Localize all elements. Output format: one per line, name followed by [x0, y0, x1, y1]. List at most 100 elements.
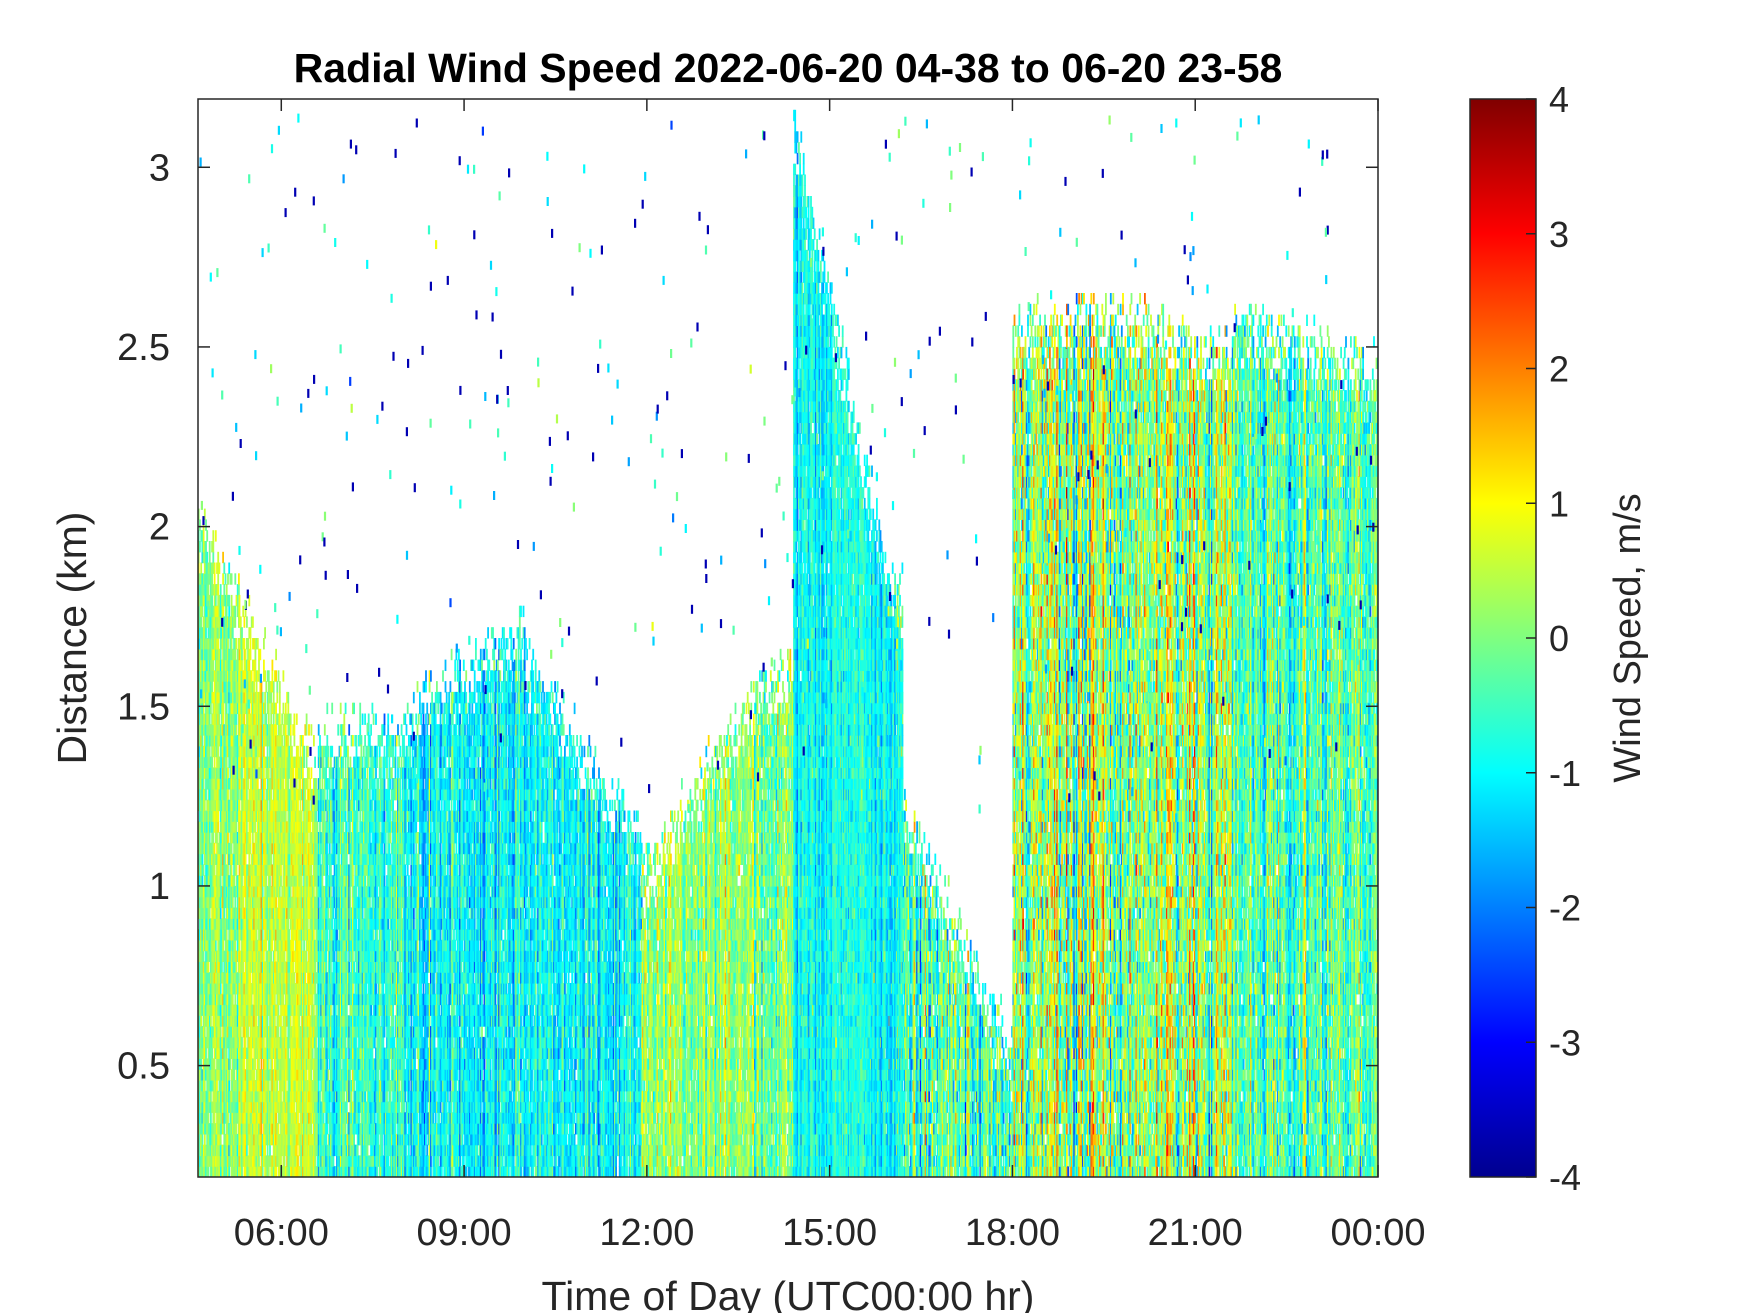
heatmap-cell — [211, 573, 213, 584]
heatmap-cell — [241, 627, 243, 638]
heatmap-cell — [239, 595, 241, 606]
heatmap-cell — [209, 714, 211, 725]
heatmap-cell — [216, 1080, 218, 1091]
heatmap-cell — [208, 1166, 210, 1177]
heatmap-cell — [199, 541, 201, 552]
heatmap-cell — [212, 660, 214, 671]
heatmap-cell — [264, 692, 266, 703]
heatmap-cell — [226, 584, 228, 595]
heatmap-cell — [236, 821, 238, 832]
heatmap-cell — [209, 832, 211, 843]
heatmap-cell — [250, 832, 252, 843]
heatmap-cell — [244, 714, 246, 725]
heatmap-cell — [248, 660, 250, 671]
heatmap-cell — [227, 767, 229, 778]
heatmap-cell — [261, 1058, 263, 1069]
heatmap-cell — [220, 1134, 222, 1145]
heatmap-cell — [234, 616, 236, 627]
heatmap-cell — [255, 660, 257, 671]
heatmap-cell — [230, 1058, 232, 1069]
heatmap-cell — [240, 1026, 242, 1037]
heatmap-cell — [202, 875, 204, 886]
heatmap-cell — [215, 940, 217, 951]
heatmap-cell — [223, 563, 225, 574]
heatmap-cell — [220, 983, 222, 994]
heatmap-cell — [258, 1058, 260, 1069]
heatmap-cell — [211, 1048, 213, 1059]
heatmap-cell — [250, 627, 252, 638]
heatmap-cell — [255, 821, 257, 832]
heatmap-cell — [220, 649, 222, 660]
heatmap-cell — [236, 638, 238, 649]
heatmap-cell — [250, 843, 252, 854]
heatmap-cell — [241, 875, 243, 886]
heatmap-cell — [226, 606, 228, 617]
heatmap-cell — [244, 638, 246, 649]
heatmap-cell — [228, 1069, 230, 1080]
heatmap-cell — [258, 670, 260, 681]
heatmap-cell — [202, 735, 204, 746]
heatmap-cell — [232, 897, 234, 908]
heatmap-cell — [263, 789, 265, 800]
heatmap-cell — [263, 660, 265, 671]
heatmap-cell — [234, 649, 236, 660]
heatmap-cell — [239, 940, 241, 951]
heatmap-cell — [234, 994, 236, 1005]
heatmap-cell — [203, 703, 205, 714]
heatmap-cell — [212, 832, 214, 843]
heatmap-cell — [262, 714, 264, 725]
heatmap-cell — [263, 638, 265, 649]
heatmap-cell — [234, 606, 236, 617]
heatmap-cell — [212, 541, 214, 552]
heatmap-cell — [234, 940, 236, 951]
heatmap-cell — [231, 573, 233, 584]
heatmap-cell — [214, 864, 216, 875]
heatmap-cell — [246, 616, 248, 627]
heatmap-cell — [205, 627, 207, 638]
heatmap-cell — [257, 638, 259, 649]
heatmap-cell — [226, 929, 228, 940]
heatmap-cell — [200, 616, 202, 627]
heatmap-cell — [209, 746, 211, 757]
heatmap-cell — [237, 595, 239, 606]
heatmap-cell — [262, 1166, 264, 1177]
heatmap-cell — [263, 1037, 265, 1048]
heatmap-cell — [255, 649, 257, 660]
heatmap-cell — [247, 638, 249, 649]
heatmap-cell — [262, 929, 264, 940]
heatmap-cell — [228, 1080, 230, 1091]
heatmap-cell — [220, 908, 222, 919]
heatmap-cell — [264, 1145, 266, 1156]
heatmap-cell — [259, 649, 261, 660]
heatmap-cell — [233, 1069, 235, 1080]
heatmap-cell — [258, 660, 260, 671]
heatmap-cell — [232, 627, 234, 638]
heatmap-cell — [211, 595, 213, 606]
heatmap-cell — [217, 552, 219, 563]
heatmap-cell — [257, 778, 259, 789]
heatmap-cell — [261, 1123, 263, 1134]
heatmap-cell — [252, 832, 254, 843]
heatmap-cell — [212, 552, 214, 563]
heatmap-cell — [211, 681, 213, 692]
heatmap-cell — [264, 627, 266, 638]
heatmap-cell — [251, 994, 253, 1005]
heatmap-cell — [221, 961, 223, 972]
heatmap-cell — [208, 961, 210, 972]
heatmap-cell — [202, 606, 204, 617]
heatmap-cell — [214, 573, 216, 584]
heatmap-cell — [226, 703, 228, 714]
heatmap-cell — [220, 875, 222, 886]
heatmap-cell — [236, 1123, 238, 1134]
heatmap-cell — [228, 563, 230, 574]
heatmap-cell — [236, 724, 238, 735]
heatmap-cell — [208, 1112, 210, 1123]
heatmap-cell — [205, 519, 207, 530]
heatmap-cell — [222, 703, 224, 714]
heatmap-cell — [231, 864, 233, 875]
heatmap-cell — [217, 746, 219, 757]
heatmap-cell — [217, 573, 219, 584]
heatmap-cell — [212, 530, 214, 541]
heatmap-cell — [263, 767, 265, 778]
